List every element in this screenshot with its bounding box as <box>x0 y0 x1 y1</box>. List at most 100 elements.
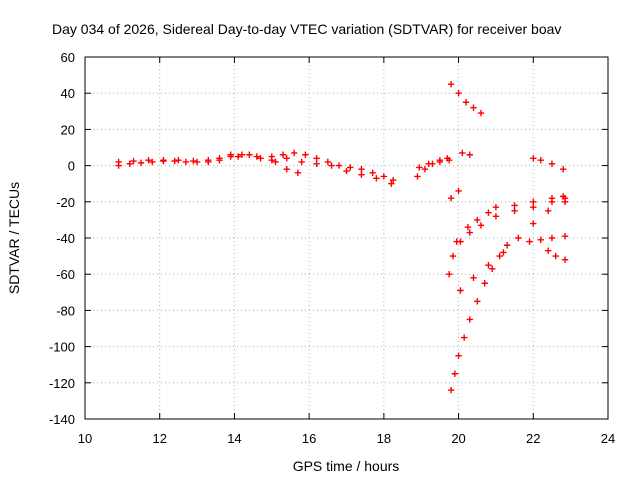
y-tick-label: -60 <box>56 267 75 282</box>
data-point <box>492 204 500 211</box>
data-point <box>324 158 332 166</box>
data-point <box>548 198 556 205</box>
data-point <box>425 160 432 167</box>
data-point <box>470 104 477 111</box>
data-point <box>561 232 569 240</box>
data-point <box>313 155 320 162</box>
data-point <box>193 158 201 166</box>
data-point <box>246 151 253 158</box>
data-point <box>335 162 343 169</box>
data-point <box>526 238 533 245</box>
grid-layer <box>85 57 608 419</box>
x-axis-label: GPS time / hours <box>293 458 400 474</box>
data-point <box>503 242 511 249</box>
data-point <box>328 162 335 169</box>
data-point <box>190 157 197 165</box>
data-point <box>485 261 492 269</box>
x-tick-label: 12 <box>152 431 166 446</box>
data-point <box>358 171 365 178</box>
data-point <box>477 109 485 117</box>
data-point <box>492 213 500 220</box>
x-tick-label: 20 <box>451 431 465 446</box>
data-point <box>171 157 178 165</box>
data-point <box>416 164 423 171</box>
data-point <box>373 175 380 182</box>
data-point <box>545 207 552 215</box>
data-point <box>126 160 134 167</box>
data-point <box>257 155 264 162</box>
data-point <box>343 167 350 175</box>
data-point <box>446 271 453 278</box>
data-point <box>474 298 481 305</box>
data-point <box>559 166 567 173</box>
data-point <box>548 234 556 242</box>
y-tick-label: -100 <box>49 340 75 355</box>
x-tick-label: 18 <box>377 431 391 446</box>
data-point <box>530 155 537 162</box>
series-11 <box>457 198 569 294</box>
y-tick-label: -80 <box>56 303 75 318</box>
data-point <box>294 169 302 177</box>
data-point <box>466 229 473 236</box>
data-point <box>283 155 290 162</box>
data-point <box>358 166 365 173</box>
series-4 <box>416 156 453 171</box>
y-tick-label: 20 <box>61 122 75 137</box>
data-point <box>511 207 518 215</box>
series-10 <box>457 194 569 245</box>
data-point <box>515 234 522 242</box>
data-point <box>130 157 137 165</box>
series-0 <box>115 149 397 184</box>
y-tick-label: -40 <box>56 231 75 246</box>
data-point <box>145 156 152 164</box>
data-point <box>268 156 275 164</box>
data-point <box>253 153 261 160</box>
data-point <box>137 159 145 167</box>
series-14 <box>545 247 569 263</box>
data-point <box>530 198 537 205</box>
data-point <box>457 238 464 245</box>
marks-layer <box>115 80 569 394</box>
y-tick-label: -20 <box>56 195 75 210</box>
plot-frame <box>84 56 609 420</box>
y-tick-label: -140 <box>49 412 75 427</box>
data-point <box>466 316 473 323</box>
data-point <box>238 151 246 158</box>
data-point <box>436 158 444 166</box>
data-point <box>447 194 455 202</box>
data-point <box>234 153 242 160</box>
data-point <box>380 173 388 180</box>
y-tick-label: 60 <box>61 50 75 65</box>
data-point <box>464 223 472 231</box>
data-point <box>389 176 397 184</box>
data-point <box>279 151 287 158</box>
series-7 <box>447 187 462 202</box>
series-13 <box>526 232 569 245</box>
data-point <box>552 252 559 260</box>
data-point <box>455 187 462 195</box>
y-tick-label: -120 <box>49 376 75 391</box>
data-point <box>496 252 503 260</box>
data-point <box>175 156 182 164</box>
data-point <box>283 166 290 173</box>
x-tick-label: 24 <box>601 431 615 446</box>
data-point <box>474 216 481 224</box>
data-point <box>447 386 455 394</box>
data-point <box>511 202 518 209</box>
data-point <box>485 209 492 216</box>
data-point <box>455 90 462 97</box>
data-point <box>537 156 544 164</box>
data-point <box>500 249 507 256</box>
data-point <box>347 164 354 171</box>
series-15 <box>530 155 567 173</box>
data-point <box>302 151 309 158</box>
data-point <box>460 334 468 341</box>
series-8 <box>446 238 460 278</box>
data-point <box>160 156 167 164</box>
data-point <box>298 158 305 166</box>
data-point <box>530 220 537 227</box>
y-tick-label: 0 <box>68 159 75 174</box>
series-2 <box>272 158 302 177</box>
data-point <box>291 149 298 157</box>
